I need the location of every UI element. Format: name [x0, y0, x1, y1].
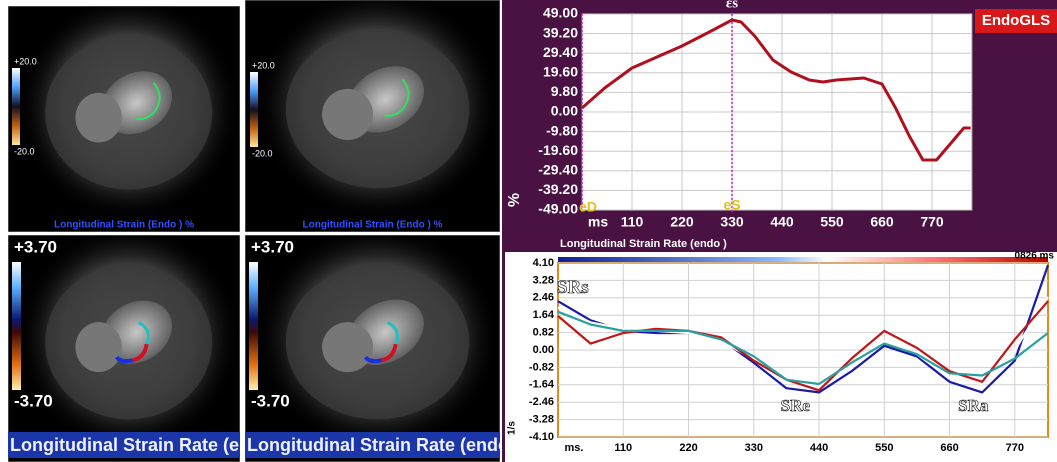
y-axis-label: % — [506, 193, 523, 207]
y-tick-label: 9.80 — [551, 83, 578, 99]
y-tick-label: -49.00 — [538, 201, 578, 217]
y-tick-label: 2.46 — [533, 292, 554, 304]
y-tick-label: -0.82 — [529, 361, 554, 373]
y-tick-label: -4.10 — [529, 431, 554, 443]
color-scale — [12, 68, 20, 145]
y-axis-label: 1/s — [507, 421, 518, 435]
line-chart: 4.10 3.28 2.46 1.64 0.82 0.00 -0.82 -1.64 -2.46 -… — [505, 238, 1057, 462]
panel-label: Longitudinal Strain (Endo ) % — [303, 220, 443, 231]
x-tick-label: 330 — [745, 442, 763, 454]
color-scale — [249, 262, 258, 390]
x-unit-label: ms — [588, 214, 608, 230]
x-tick-label: 220 — [679, 442, 697, 454]
panel-label: Longitudinal Strain Rate (endo — [247, 435, 509, 455]
x-tick-label: 220 — [670, 214, 694, 230]
y-tick-label: -1.64 — [529, 379, 555, 391]
x-tick-label: 660 — [940, 442, 958, 454]
x-tick-label: 550 — [875, 442, 893, 454]
event-marker-label: eD — [579, 199, 597, 215]
chart-title: Longitudinal Strain Rate (endo ) — [560, 238, 727, 250]
time-label: 0826 ms — [1015, 251, 1055, 262]
curve-annotation: SRe — [781, 396, 811, 415]
x-tick-label: 110 — [614, 442, 632, 454]
y-tick-label: 0.82 — [533, 327, 554, 339]
y-tick-label: 1.64 — [533, 309, 555, 321]
scale-min-label: -20.0 — [14, 146, 35, 156]
y-tick-label: 3.28 — [533, 274, 554, 286]
color-scale — [12, 262, 21, 390]
x-tick-label: 110 — [621, 214, 644, 230]
heart-cavity — [322, 322, 373, 372]
color-scale — [250, 72, 258, 147]
x-tick-label: 440 — [810, 442, 828, 454]
heart-cavity — [75, 93, 121, 143]
y-tick-label: 29.40 — [543, 44, 578, 60]
x-tick-label: 550 — [820, 214, 844, 230]
x-unit-label: ms. — [565, 442, 584, 454]
y-tick-label: -3.28 — [529, 414, 554, 426]
image-panel: +3.70 -3.70 Longitudinal Strain Rate (endo — [245, 224, 509, 462]
scale-max-label: +3.70 — [251, 237, 294, 256]
y-tick-label: 0.00 — [533, 344, 554, 356]
x-tick-label: 330 — [720, 214, 744, 230]
image-panel: +20.0 -20.0 Longitudinal Strain (Endo ) % — [245, 0, 500, 232]
y-tick-label: -2.46 — [529, 396, 554, 408]
y-tick-label: -19.60 — [538, 142, 578, 158]
y-tick-label: 39.20 — [543, 24, 578, 40]
y-tick-label: 0.00 — [551, 103, 578, 119]
scale-max-label: +3.70 — [14, 237, 57, 256]
scale-min-label: -3.70 — [251, 391, 290, 410]
panel-label: Longitudinal Strain Rate (endo — [10, 435, 272, 455]
x-tick-label: 440 — [770, 214, 794, 230]
image-panel: +3.70 -3.70 Longitudinal Strain Rate (endo — [8, 224, 272, 462]
scale-min-label: -20.0 — [252, 148, 273, 158]
heart-cavity — [322, 89, 373, 140]
y-tick-label: 49.00 — [543, 5, 578, 21]
event-marker-label: eS — [723, 197, 740, 213]
image-panel: +20.0 -20.0 Longitudinal Strain (Endo ) % — [8, 0, 240, 232]
y-tick-label: -29.40 — [538, 162, 578, 178]
curve-annotation: SRs — [557, 277, 589, 298]
panel-label: Longitudinal Strain (Endo ) % — [54, 220, 194, 231]
curve-annotation: εs — [726, 0, 738, 11]
scale-max-label: +20.0 — [252, 60, 275, 70]
screen: +20.0-20.0Longitudinal Strain (Endo ) %+… — [0, 0, 1057, 462]
curve-annotation: εa — [839, 59, 853, 75]
scale-min-label: -3.70 — [14, 391, 53, 410]
x-tick-label: 660 — [870, 214, 894, 230]
curve-annotation: εe — [766, 31, 779, 47]
curve-annotation: SRa — [958, 396, 989, 415]
y-tick-label: 4.10 — [533, 257, 554, 269]
y-tick-label: 19.60 — [543, 64, 578, 80]
y-tick-label: -39.20 — [538, 181, 578, 197]
y-tick-label: -9.80 — [546, 122, 578, 138]
time-scale-bar — [558, 257, 1048, 262]
heart-cavity — [75, 322, 121, 372]
x-tick-label: 770 — [1006, 442, 1024, 454]
page: +20.0-20.0Longitudinal Strain (Endo ) %+… — [0, 0, 1057, 462]
badge-label: EndoGLS — [982, 12, 1050, 29]
x-tick-label: 770 — [920, 214, 944, 230]
scale-max-label: +20.0 — [14, 56, 37, 66]
